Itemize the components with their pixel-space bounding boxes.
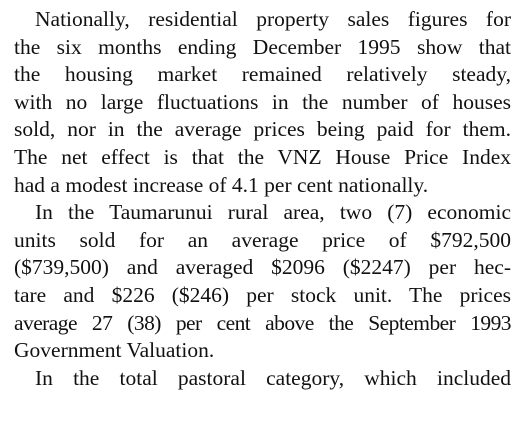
text-line: units sold for an average price of $792,… (14, 227, 511, 252)
text-line: In the total pastoral category, which in… (35, 365, 511, 390)
paragraph: Nationally, residential property sales f… (14, 6, 511, 199)
text-line: the housing market remained relatively s… (14, 62, 511, 87)
text-line: Government Valuation. (14, 338, 215, 363)
text-line: with no large fluctuations in the number… (14, 89, 511, 114)
text-line: ($739,500) and averaged $2096 ($2247) pe… (14, 255, 511, 280)
text-line: the six months ending December 1995 show… (14, 34, 511, 59)
paragraph: In the total pastoral category, which in… (14, 365, 511, 393)
paragraph: In the Taumarunui rural area, two (7) ec… (14, 199, 512, 365)
article-text: Nationally, residential property sales f… (14, 6, 512, 393)
text-line: The net effect is that the VNZ House Pri… (14, 144, 511, 169)
text-line: tare and $226 ($246) per stock unit. The… (14, 282, 511, 307)
text-line: In the Taumarunui rural area, two (7) ec… (35, 200, 511, 225)
text-line: had a modest increase of 4.1 per cent na… (14, 172, 429, 197)
text-line: average 27 (38) per cent above the Septe… (14, 310, 512, 335)
text-line: Nationally, residential property sales f… (35, 7, 511, 31)
text-line: sold, nor in the average prices being pa… (14, 117, 511, 142)
